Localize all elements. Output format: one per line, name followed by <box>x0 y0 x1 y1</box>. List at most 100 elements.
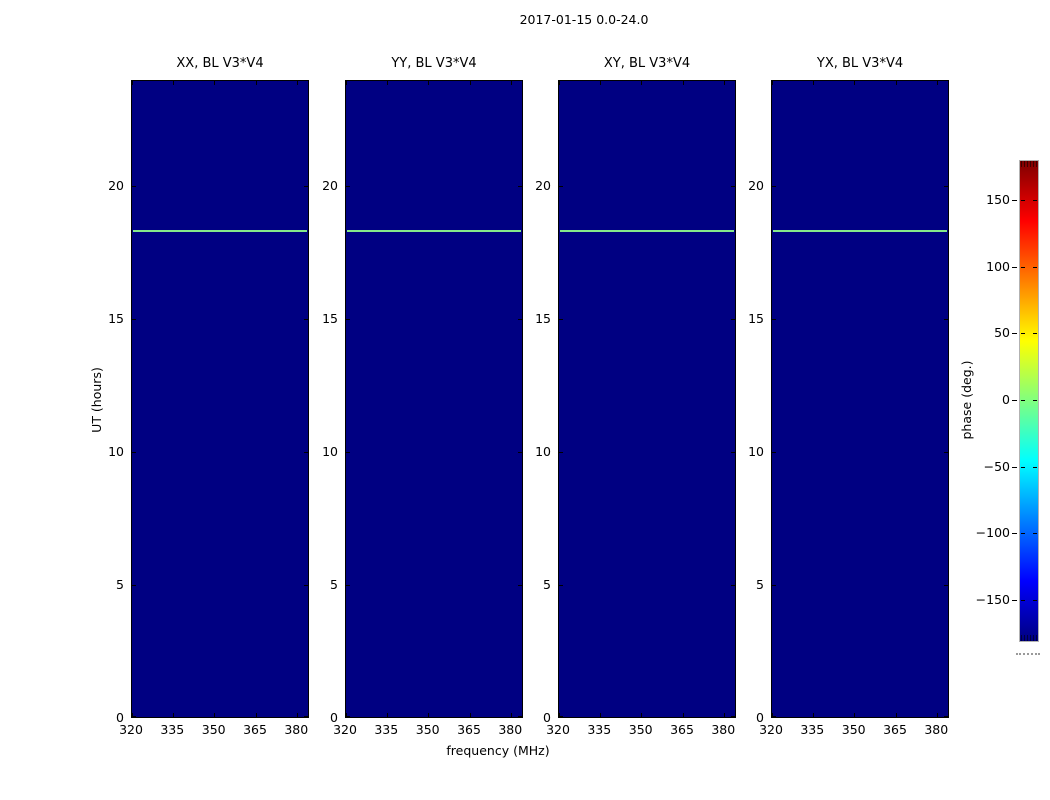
y-tick-mark <box>304 585 308 587</box>
y-tick-label: 15 <box>108 311 124 327</box>
x-tick-label: 320 <box>119 722 143 737</box>
x-tick-mark <box>428 81 430 85</box>
y-tick-mark <box>772 452 776 454</box>
colorbar-tick-mark <box>1012 200 1017 201</box>
colorbar-tick-mark <box>1021 533 1025 535</box>
y-tick-mark <box>944 319 948 321</box>
colorbar-tick-label: 50 <box>994 325 1010 341</box>
y-tick-mark <box>559 319 563 321</box>
y-tick-mark <box>346 585 350 587</box>
colorbar-tick-label: −50 <box>983 458 1010 474</box>
x-tick-mark <box>172 81 174 85</box>
y-tick-mark <box>304 716 308 717</box>
x-tick-mark <box>510 713 512 717</box>
y-tick-label: 0 <box>116 710 124 725</box>
y-tick-mark <box>559 186 563 188</box>
colorbar-tick-mark <box>1012 533 1017 535</box>
x-tick-mark <box>812 81 814 85</box>
figure-title: 2017-01-15 0.0-24.0 <box>519 12 649 27</box>
x-tick-label: 335 <box>160 722 185 737</box>
x-tick-mark <box>345 81 347 85</box>
y-tick-mark <box>518 319 522 321</box>
y-tick-label: 20 <box>748 178 764 194</box>
y-tick-mark <box>731 716 735 717</box>
x-tick-mark <box>296 81 298 85</box>
colorbar-tick-label: 0 <box>1002 392 1010 407</box>
y-tick-label: 5 <box>543 577 551 593</box>
y-tick-mark <box>346 716 350 717</box>
x-tick-mark <box>771 713 773 717</box>
y-tick-mark <box>304 186 308 188</box>
x-tick-label: 320 <box>333 722 357 737</box>
y-tick-mark <box>132 319 136 321</box>
x-tick-mark <box>214 713 216 717</box>
heatmap-plot-area <box>345 80 523 718</box>
colorbar-tick-mark <box>1033 400 1037 401</box>
y-tick-label: 10 <box>108 444 124 460</box>
heatmap-panel: XX, BL V3*V4 20 15 10 5 0 320 335 350 365 380 <box>108 56 309 737</box>
y-tick-label: 15 <box>322 311 338 327</box>
x-tick-mark <box>854 81 856 85</box>
y-tick-mark <box>772 585 776 587</box>
y-tick-mark <box>731 585 735 587</box>
colorbar-tick-mark <box>1012 600 1017 601</box>
event-line <box>560 230 734 232</box>
colorbar-tick-mark <box>1033 466 1037 468</box>
colorbar-tick-mark <box>1021 400 1025 401</box>
y-tick-mark <box>132 716 136 717</box>
colorbar-tick-label: −100 <box>975 525 1010 541</box>
x-tick-label: 335 <box>800 722 825 737</box>
y-tick-mark <box>132 452 136 454</box>
event-line <box>133 230 307 232</box>
panel-title: YY, BL V3*V4 <box>391 56 477 71</box>
x-tick-mark <box>854 713 856 717</box>
x-tick-label: 365 <box>457 722 481 737</box>
x-tick-mark <box>428 713 430 717</box>
heatmap-plot-area <box>771 80 949 718</box>
y-tick-mark <box>731 452 735 454</box>
heatmap-panel: XY, BL V3*V4 20 15 10 5 0 320 335 350 365 380 <box>535 56 736 737</box>
x-tick-mark <box>172 713 174 717</box>
x-tick-label: 335 <box>374 722 399 737</box>
y-tick-mark <box>731 319 735 321</box>
colorbar-tick-label: −150 <box>975 592 1010 607</box>
y-tick-mark <box>518 452 522 454</box>
y-tick-label: 0 <box>543 710 551 725</box>
x-tick-mark <box>771 81 773 85</box>
x-tick-label: 320 <box>546 722 570 737</box>
y-tick-mark <box>346 186 350 188</box>
x-tick-label: 335 <box>587 722 612 737</box>
x-tick-label: 380 <box>284 722 309 737</box>
x-tick-mark <box>682 713 684 717</box>
x-tick-mark <box>682 81 684 85</box>
x-tick-mark <box>255 81 257 85</box>
x-tick-label: 350 <box>201 722 226 737</box>
x-tick-mark <box>936 713 938 717</box>
x-tick-mark <box>345 713 347 717</box>
y-tick-label: 0 <box>756 710 764 725</box>
y-tick-mark <box>944 585 948 587</box>
x-tick-label: 365 <box>243 722 267 737</box>
colorbar-tick-mark <box>1012 266 1017 268</box>
x-tick-mark <box>723 81 725 85</box>
y-tick-mark <box>518 585 522 587</box>
y-tick-label: 10 <box>748 444 764 460</box>
x-tick-mark <box>131 81 133 85</box>
colorbar-tick-mark <box>1033 533 1037 535</box>
x-axis-label: frequency (MHz) <box>446 743 550 758</box>
x-tick-mark <box>386 81 388 85</box>
y-tick-mark <box>559 452 563 454</box>
y-tick-mark <box>132 186 136 188</box>
y-tick-label: 15 <box>535 311 551 327</box>
y-tick-mark <box>559 716 563 717</box>
x-tick-mark <box>510 81 512 85</box>
x-tick-mark <box>895 81 897 85</box>
x-tick-mark <box>936 81 938 85</box>
x-tick-mark <box>296 713 298 717</box>
x-tick-mark <box>255 713 257 717</box>
x-tick-mark <box>641 713 643 717</box>
x-tick-mark <box>599 713 601 717</box>
colorbar-tick-mark <box>1033 200 1037 201</box>
y-tick-label: 5 <box>116 577 124 593</box>
